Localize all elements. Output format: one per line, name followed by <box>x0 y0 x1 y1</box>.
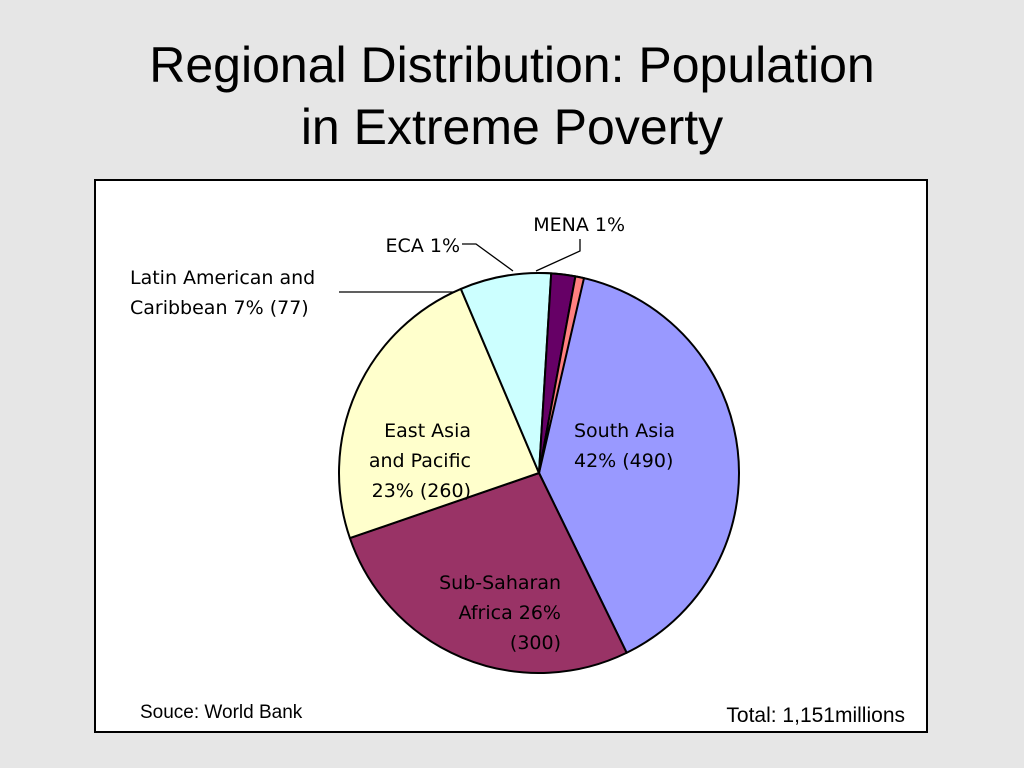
pie-chart: South Asia 42% (490) Sub-Saharan Africa 26%… <box>130 214 905 727</box>
label-line: ECA 1% <box>386 235 460 257</box>
label-line: and Pacific <box>369 450 471 472</box>
pie-slice-mena <box>538 275 585 474</box>
leader-mena <box>535 239 581 272</box>
label-ssa: Sub-Saharan Africa 26% (300) <box>439 572 561 654</box>
label-eca: ECA 1% <box>386 235 460 257</box>
pie-slice-south-asia <box>538 272 740 654</box>
source-note: Souce: World Bank <box>140 702 303 723</box>
slice-labels: South Asia 42% (490) Sub-Saharan Africa 26%… <box>130 214 675 654</box>
label-line: Caribbean 7% (77) <box>130 297 309 319</box>
label-line: MENA 1% <box>533 214 625 236</box>
leader-eca <box>462 243 514 272</box>
leader-lines <box>339 239 581 293</box>
label-line: Sub-Saharan <box>439 572 561 594</box>
label-lac: Latin American and Caribbean 7% (77) <box>130 267 315 319</box>
label-line: 23% (260) <box>372 480 471 502</box>
label-line: (300) <box>510 632 561 654</box>
label-south-asia: South Asia 42% (490) <box>574 420 675 472</box>
total-note: Total: 1,151millions <box>726 704 905 727</box>
label-line: Latin American and <box>130 267 315 289</box>
pie-slices <box>338 271 740 674</box>
slide-title: Regional Distribution: Population in Ext… <box>0 34 1024 158</box>
title-line-2: in Extreme Poverty <box>300 99 724 155</box>
chart-frame: South Asia 42% (490) Sub-Saharan Africa 26%… <box>94 179 928 733</box>
title-line-1: Regional Distribution: Population <box>149 37 875 93</box>
label-line: Africa 26% <box>459 602 561 624</box>
label-eap: East Asia and Pacific 23% (260) <box>369 420 471 502</box>
pie-slice-eap <box>338 287 540 540</box>
label-line: East Asia <box>384 420 471 442</box>
label-line: South Asia <box>574 420 675 442</box>
label-line: 42% (490) <box>574 450 673 472</box>
pie-slice-ssa <box>348 472 628 674</box>
label-mena: MENA 1% <box>533 214 625 236</box>
